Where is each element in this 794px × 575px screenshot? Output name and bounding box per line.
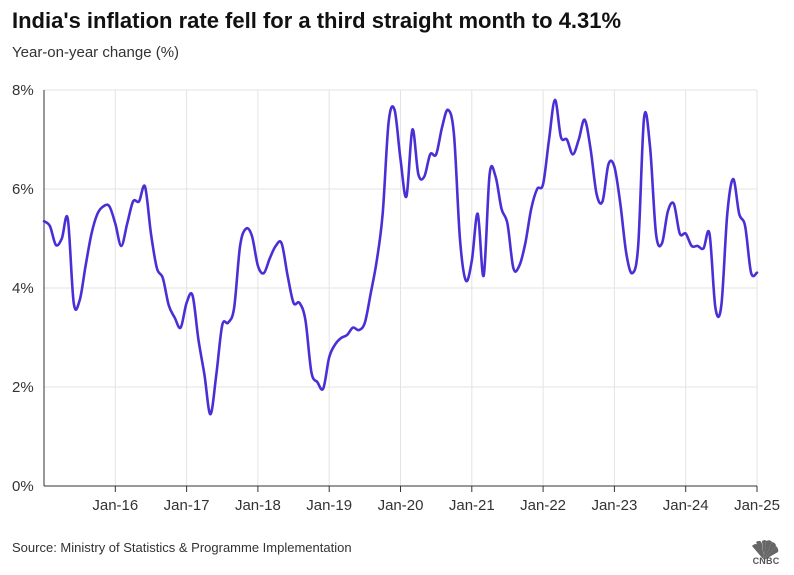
- series-layer: [42, 98, 759, 416]
- source-note: Source: Ministry of Statistics & Program…: [12, 540, 352, 555]
- x-tick-label: Jan-24: [663, 497, 709, 514]
- y-tick-label: 6%: [12, 181, 34, 198]
- x-tick-label: Jan-22: [520, 497, 566, 514]
- inflation-series-line: [42, 98, 759, 416]
- chart-subtitle: Year-on-year change (%): [12, 44, 180, 61]
- x-tick-label: Jan-20: [378, 497, 424, 514]
- x-tick-label: Jan-23: [591, 497, 637, 514]
- y-tick-label: 8%: [12, 82, 34, 99]
- y-tick-label: 2%: [12, 379, 34, 396]
- x-tick-label: Jan-19: [306, 497, 352, 514]
- chart-title: India's inflation rate fell for a third …: [12, 8, 622, 33]
- x-tick-label: Jan-16: [92, 497, 138, 514]
- axes: 0% 2% 4% 6% 8% Jan-16 Jan-17 Jan-18 Jan-19 Jan-20…: [12, 82, 780, 514]
- line-chart: 0% 2% 4% 6% 8% Jan-16 Jan-17 Jan-18 Jan-19 Jan-20…: [12, 82, 780, 514]
- x-tick-label: Jan-18: [235, 497, 281, 514]
- x-tick-label: Jan-21: [449, 497, 495, 514]
- cnbc-logo-icon: [752, 540, 779, 560]
- logo-text: CNBC: [752, 556, 780, 566]
- y-tick-label: 0%: [12, 478, 34, 495]
- x-tick-label: Jan-25: [734, 497, 780, 514]
- x-tick-label: Jan-17: [164, 497, 210, 514]
- y-tick-label: 4%: [12, 280, 34, 297]
